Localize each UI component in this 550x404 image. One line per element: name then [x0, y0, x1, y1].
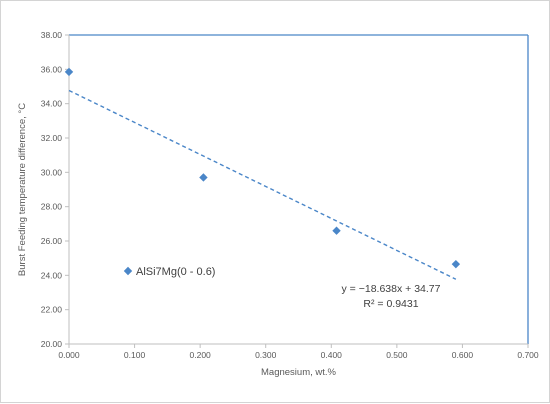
data-point: [64, 67, 74, 77]
data-point: [332, 226, 341, 235]
x-tick-label: 0.300: [255, 350, 277, 360]
x-axis-title: Magnesium, wt.%: [261, 367, 337, 378]
y-tick-label: 36.00: [41, 64, 63, 74]
x-tick-label: 0.400: [321, 350, 343, 360]
x-tick-label: 0.500: [386, 350, 408, 360]
y-axis-title: Burst Feeding temperature difference, °C: [17, 103, 28, 276]
x-tick-label: 0.600: [452, 350, 474, 360]
data-point: [199, 173, 208, 182]
trendline-equation: y = −18.638x + 34.77: [342, 283, 441, 295]
y-tick-label: 28.00: [41, 202, 63, 212]
y-tick-label: 34.00: [41, 99, 63, 109]
x-tick-label: 0.700: [517, 350, 539, 360]
data-point: [451, 259, 461, 269]
legend-label: AlSi7Mg(0 - 0.6): [136, 266, 215, 278]
x-tick-label: 0.000: [58, 350, 80, 360]
y-tick-label: 32.00: [41, 133, 63, 143]
x-tick-label: 0.200: [190, 350, 212, 360]
y-tick-label: 20.00: [41, 339, 63, 349]
x-tick-label: 0.100: [124, 350, 146, 360]
trendline-r-squared: R² = 0.9431: [363, 298, 418, 310]
legend-marker: [123, 266, 133, 276]
trendline: [68, 89, 457, 280]
y-tick-label: 30.00: [41, 167, 63, 177]
y-tick-label: 24.00: [41, 270, 63, 280]
y-tick-label: 26.00: [41, 236, 63, 246]
y-tick-label: 22.00: [41, 305, 63, 315]
y-tick-label: 38.00: [41, 30, 63, 40]
